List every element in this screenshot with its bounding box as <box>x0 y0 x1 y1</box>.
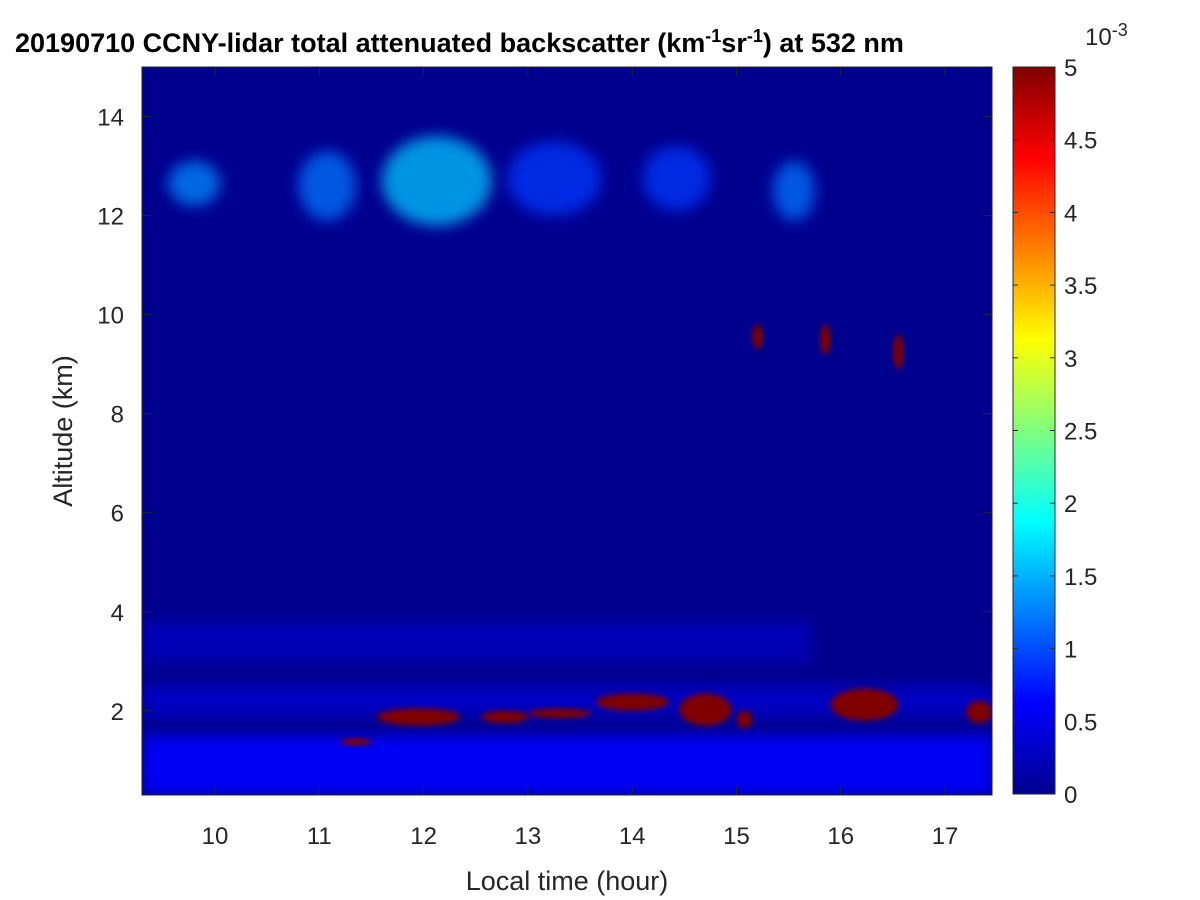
colorbar-tick-label: 4.5 <box>1064 128 1097 155</box>
colorbar-tick-label: 2.5 <box>1064 419 1097 446</box>
cloud-feature <box>595 693 669 711</box>
cirrus-feature <box>168 161 221 206</box>
cloud-feature <box>736 710 753 729</box>
x-tick-label: 16 <box>827 823 854 850</box>
x-tick-label: 14 <box>619 823 646 850</box>
colorbar-tick-label: 1 <box>1064 637 1077 664</box>
cirrus-feature <box>642 146 711 211</box>
colorbar-ticks: 0 0.5 1 1.5 2 2.5 3 3.5 4 4.5 5 <box>1013 55 1097 809</box>
cloud-feature <box>527 708 591 719</box>
colorbar-tick-label: 4 <box>1064 200 1077 227</box>
cirrus-feature <box>507 141 601 216</box>
colorbar-gradient <box>1012 66 1056 795</box>
y-tick-label: 8 <box>111 402 124 429</box>
colorbar-tick-label: 1.5 <box>1064 564 1097 591</box>
x-tick-label: 17 <box>932 823 959 850</box>
y-axis-label: Altitude (km) <box>48 355 78 507</box>
x-tick-label: 10 <box>202 823 229 850</box>
cloud-feature <box>340 738 372 746</box>
y-tick-label: 2 <box>111 699 124 726</box>
cloud-feature <box>892 334 904 370</box>
x-axis-label: Local time (hour) <box>466 866 669 896</box>
colorbar-tick-label: 3 <box>1064 346 1077 373</box>
colorbar-exponent: 10-3 <box>1085 20 1128 51</box>
x-tick-label: 15 <box>723 823 750 850</box>
y-tick-label: 12 <box>97 204 124 231</box>
boundary-layer-feature <box>142 735 992 795</box>
cloud-feature <box>752 324 763 350</box>
y-axis: 2 4 6 8 10 12 14 <box>97 105 992 726</box>
x-axis: 10 11 12 13 14 15 16 17 <box>202 67 959 850</box>
plot-frame <box>141 66 993 796</box>
x-tick-label: 13 <box>515 823 542 850</box>
colorbar-tick-label: 5 <box>1064 55 1077 82</box>
cirrus-feature <box>381 136 492 226</box>
y-tick-label: 4 <box>111 600 124 627</box>
cloud-feature <box>965 700 992 724</box>
plot-area <box>142 67 992 795</box>
colorbar-tick-label: 2 <box>1064 491 1077 518</box>
backscatter-features <box>142 136 992 795</box>
x-tick-label: 11 <box>307 823 332 850</box>
cloud-feature <box>819 324 831 355</box>
cirrus-feature <box>772 161 815 221</box>
colorbar-tick-label: 3.5 <box>1064 273 1097 300</box>
colorbar-tick-label: 0.5 <box>1064 709 1097 736</box>
cirrus-feature <box>298 151 356 221</box>
cloud-feature <box>679 693 732 726</box>
chart-title: 20190710 CCNY-lidar total attenuated bac… <box>15 26 904 58</box>
cloud-feature <box>480 710 528 724</box>
cloud-feature <box>376 708 461 726</box>
y-tick-label: 14 <box>97 105 124 132</box>
cloud-feature <box>830 688 899 721</box>
colorbar: 0 0.5 1 1.5 2 2.5 3 3.5 4 4.5 5 10-3 <box>1012 20 1128 809</box>
aerosol-layer-feature <box>142 621 810 662</box>
y-tick-label: 6 <box>111 501 124 528</box>
x-tick-label: 12 <box>410 823 437 850</box>
y-tick-label: 10 <box>97 303 124 330</box>
colorbar-tick-label: 0 <box>1064 782 1077 809</box>
